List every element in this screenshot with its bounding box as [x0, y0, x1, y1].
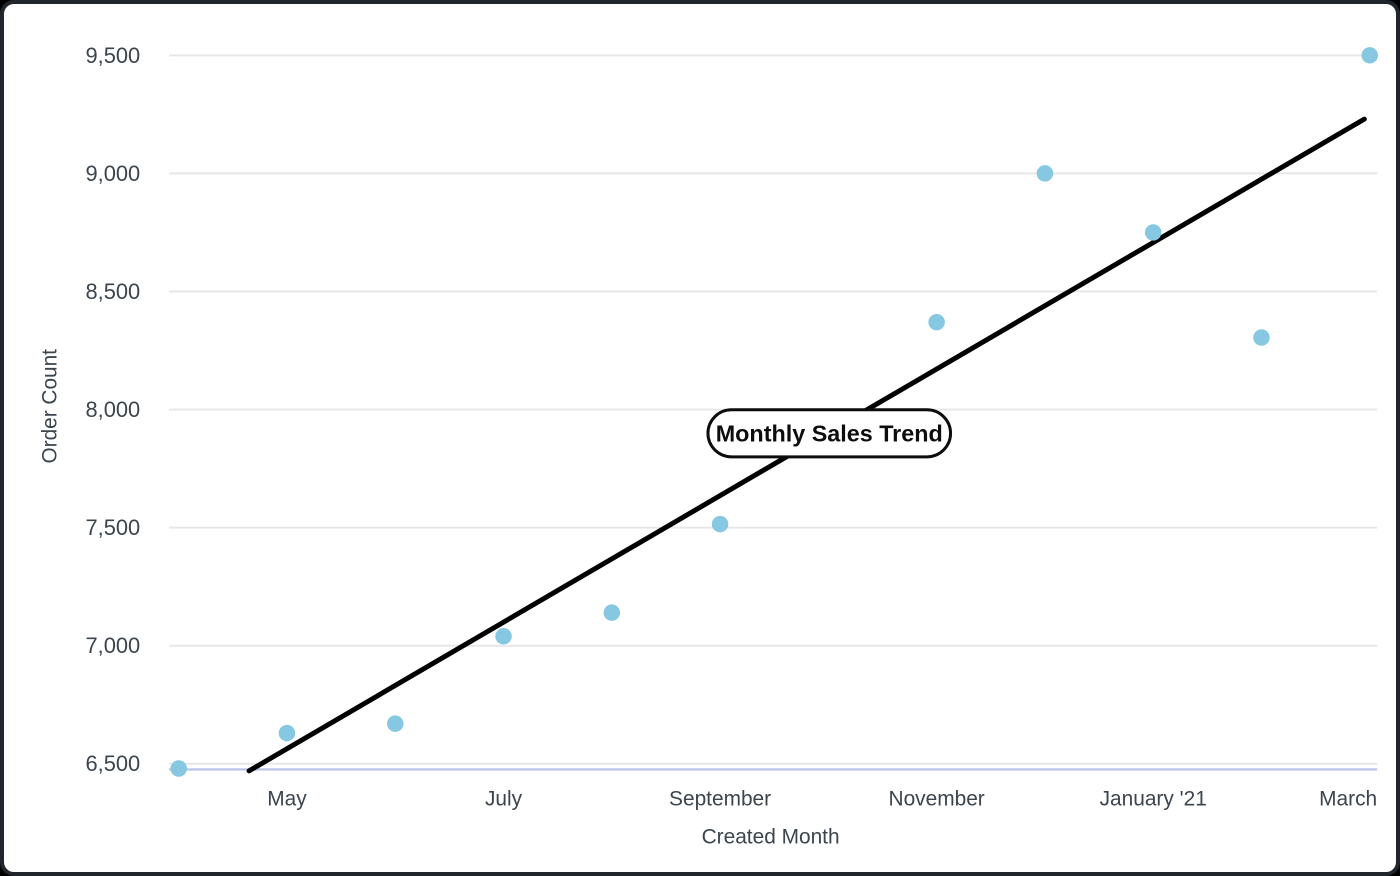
data-point-february[interactable]: [1253, 329, 1270, 346]
data-point-april-20[interactable]: [170, 760, 187, 777]
x-tick-label-january-21: January '21: [1100, 788, 1207, 811]
y-tick-label-7000: 7,000: [85, 633, 140, 658]
data-point-july[interactable]: [495, 628, 512, 645]
data-point-december[interactable]: [1036, 165, 1054, 182]
data-point-august[interactable]: [603, 604, 621, 621]
data-point-january-21[interactable]: [1144, 224, 1162, 241]
y-axis-title: Order Count: [39, 349, 62, 464]
x-tick-label-march: March: [1319, 788, 1377, 811]
x-tick-label-may: May: [267, 788, 307, 811]
data-points-group: [170, 47, 1379, 777]
trend-annotation-pill: Monthly Sales Trend: [706, 408, 953, 459]
y-tick-label-8500: 8,500: [85, 279, 140, 304]
y-tick-label-9500: 9,500: [85, 43, 140, 68]
x-axis-tick-labels: May July September November January '21 March: [267, 788, 1377, 811]
data-point-may[interactable]: [278, 724, 296, 742]
x-tick-label-september: September: [669, 788, 771, 811]
x-tick-label-november: November: [889, 788, 985, 811]
annotation-pill-label: Monthly Sales Trend: [716, 421, 943, 447]
data-point-september[interactable]: [711, 515, 729, 533]
x-tick-label-july: July: [485, 788, 523, 811]
data-point-november[interactable]: [928, 313, 945, 331]
y-tick-label-6500: 6,500: [85, 751, 140, 776]
y-axis-tick-labels: 6,500 7,000 7,500 8,000 8,500 9,000 9,500: [85, 43, 140, 776]
x-axis-title: Created Month: [702, 825, 840, 848]
gridlines: [169, 54, 1378, 765]
y-tick-label-9000: 9,000: [85, 161, 140, 186]
data-point-june[interactable]: [386, 715, 404, 732]
y-tick-label-8000: 8,000: [85, 397, 140, 422]
data-point-march[interactable]: [1361, 47, 1379, 64]
monthly-sales-scatter-chart: 6,500 7,000 7,500 8,000 8,500 9,000 9,500 May J…: [39, 43, 1379, 848]
y-tick-label-7500: 7,500: [85, 515, 140, 540]
annotation-pill-background: [706, 408, 953, 459]
